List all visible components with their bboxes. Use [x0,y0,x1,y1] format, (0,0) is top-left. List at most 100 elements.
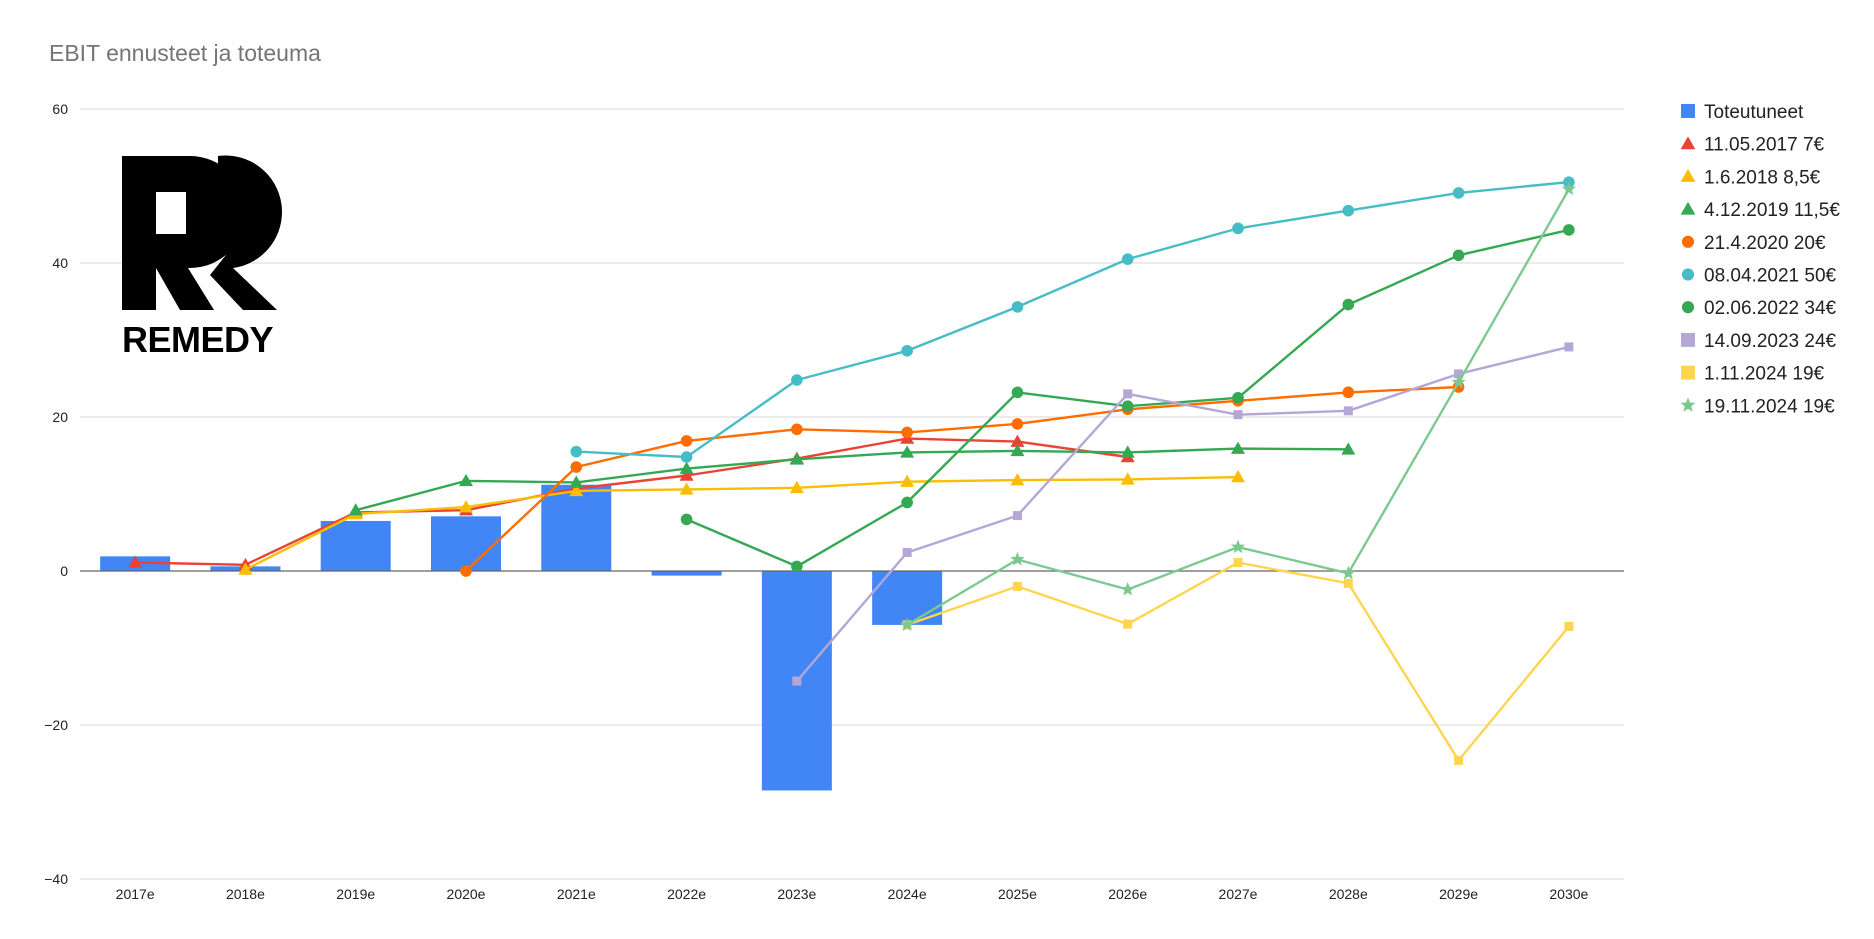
data-point [1681,268,1695,281]
data-point [1123,389,1133,399]
x-tick-label: 2028e [1329,886,1368,902]
x-tick-label: 2023e [777,886,816,902]
data-point [1680,397,1696,412]
series-line [576,180,1570,459]
x-tick-label: 2030e [1549,886,1588,902]
chart-title: EBIT ennusteet ja toteuma [49,40,321,66]
y-tick-label: −40 [44,871,68,887]
data-point [1232,222,1244,235]
x-tick-label: 2019e [336,886,375,902]
legend: Toteutuneet 11.05.2017 7€ 1.6.2018 8,5€ 4.1… [1680,102,1840,417]
bar [431,516,501,571]
data-point [1010,552,1025,566]
data-point [1451,374,1466,389]
data-point [569,483,584,497]
series-9 [900,181,1576,631]
data-point [1680,169,1696,182]
data-point [1121,253,1134,265]
remedy-logo: REMEDY [122,155,283,360]
data-point [680,451,693,463]
data-point [901,344,913,357]
data-point [1011,418,1024,430]
series-5 [570,176,1575,463]
x-tick-label: 2022e [667,886,706,902]
data-point [1454,369,1464,379]
series-3 [348,441,1356,516]
data-point [1231,470,1245,483]
legend-entry: Toteutuneet [1704,102,1804,123]
data-point [1681,365,1695,380]
data-point [1681,235,1695,248]
data-point [1343,406,1353,416]
data-point [901,496,913,509]
x-tick-label: 2018e [226,886,265,902]
data-point [460,565,472,577]
data-point [1230,539,1246,554]
data-point [1342,386,1355,399]
data-point [1011,301,1024,313]
data-point [1120,445,1135,458]
data-point [570,461,583,473]
data-point [1452,187,1465,199]
data-point [1233,558,1243,568]
data-point [900,474,915,487]
data-point [1121,400,1134,413]
data-point [792,676,802,686]
data-point [1010,434,1025,447]
x-tick-label: 2026e [1108,886,1147,902]
data-point [1012,511,1022,521]
legend-entry: 1.6.2018 8,5€ [1704,167,1821,188]
data-point [791,374,803,386]
data-point [680,435,693,447]
data-point [680,513,693,526]
data-point [1561,181,1576,196]
data-point [789,480,804,494]
series-6 [680,224,1575,573]
x-tick-label: 2029e [1439,886,1478,902]
legend-entry: 21.4.2020 20€ [1704,233,1826,254]
data-point [1343,578,1353,588]
series-line [355,447,1349,512]
x-tick-label: 2024e [888,886,927,902]
legend-entry: 11.05.2017 7€ [1704,135,1825,156]
data-point [128,555,143,568]
data-point [900,617,915,631]
data-point [1564,342,1574,352]
series-line [244,475,1239,571]
remedy-logo-text: REMEDY [122,319,274,360]
data-point [679,461,694,474]
legend-entry: 1.11.2024 19€ [1704,364,1825,385]
remedy-rr-logo-icon [122,155,283,310]
x-axis-ticks: 2017e 2018e 2019e 2020e 2021e 2022e 2023e 2024e… [116,886,1589,902]
legend-entry: 14.09.2023 24€ [1704,331,1837,352]
bar [651,571,722,576]
legend-entry: 02.06.2022 34€ [1704,298,1837,319]
data-point [459,473,473,487]
y-tick-label: 60 [52,101,68,117]
data-point [679,468,694,481]
data-point [791,423,803,436]
bar [541,484,612,571]
data-point [570,445,583,458]
data-point [1232,391,1244,404]
data-point [569,475,584,488]
data-point [1342,298,1355,311]
data-point [459,500,473,513]
legend-entry: 4.12.2019 11,5€ [1704,200,1840,221]
series-line [906,561,1570,762]
y-tick-label: 0 [60,563,68,579]
data-point [900,445,915,458]
data-point [1341,565,1356,580]
data-point [1680,136,1696,150]
x-tick-label: 2027e [1219,886,1258,902]
data-point [348,503,363,516]
data-point [901,426,913,439]
series-line [135,437,1128,566]
data-point [1681,332,1695,347]
bar [320,520,391,571]
data-point [1010,473,1025,486]
data-point [1231,441,1245,454]
y-tick-label: 40 [52,255,68,271]
series-line [795,345,1570,682]
